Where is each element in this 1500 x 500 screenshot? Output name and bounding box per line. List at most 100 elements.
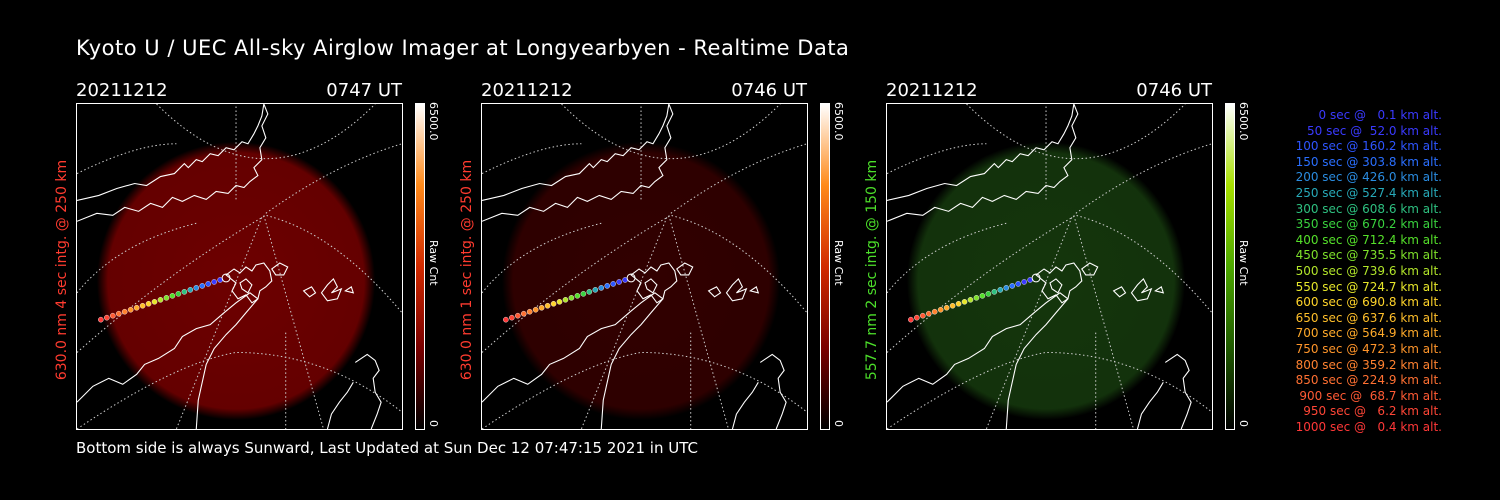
legend-item: 600 sec @ 690.8 km alt. [1295,295,1442,310]
legend-item: 200 sec @ 426.0 km alt. [1295,170,1442,185]
trajectory-point [98,316,104,323]
trajectory-point [592,287,599,293]
trajectory-point [925,310,932,317]
trajectory-point [580,291,587,297]
trajectory-point [550,300,557,307]
colorbar-max: 6500.0 [832,102,845,141]
coastline [630,262,678,304]
legend-item: 300 sec @ 608.6 km alt. [1295,201,1442,216]
legend-item: 700 sec @ 564.9 km alt. [1295,326,1442,341]
coastline [1164,353,1192,429]
legend-item: 350 sec @ 670.2 km alt. [1295,217,1442,232]
colorbar-max: 6500.0 [427,102,440,141]
trajectory-point [1003,285,1010,291]
trajectory-point [562,297,569,303]
trajectory-point [205,281,211,287]
coastline [1112,286,1127,298]
trajectory-point [914,314,920,321]
allsky-image [76,103,403,430]
trajectory-point [133,304,140,311]
trajectory-point [532,306,539,313]
coastline [344,286,355,294]
grid-line [668,215,729,429]
trajectory-point [1009,283,1016,289]
trajectory-point [979,293,986,299]
trajectory-point [514,312,521,319]
trajectory-point [199,283,206,289]
allsky-image [481,103,808,430]
trajectory-point [955,300,962,307]
grid-line [1075,143,1212,214]
panel-time: 0746 UT [731,80,807,101]
trajectory-point [187,287,194,293]
grid-line [265,143,402,214]
panel-ylabel: 630.0 nm 1 sec intg. @ 250 km [459,159,475,381]
trajectory-point [163,295,170,301]
trajectory-point [509,314,515,321]
legend-item: 800 sec @ 359.2 km alt. [1295,357,1442,372]
coastline [302,286,317,298]
trajectory-point [115,310,122,317]
legend-item: 850 sec @ 224.9 km alt. [1295,373,1442,388]
coastline [1081,262,1099,276]
grid-line [263,215,324,429]
trajectory-point [145,300,152,307]
coastline [1154,286,1165,294]
station-marker [626,273,636,283]
trajectory-point [574,293,581,299]
legend-item: 450 sec @ 735.5 km alt. [1295,248,1442,263]
trajectory-point [151,298,158,305]
colorbar-min: 0 [1237,420,1250,427]
colorbar-min: 0 [427,420,440,427]
legend-item: 100 sec @ 160.2 km alt. [1295,139,1442,154]
panel-time: 0747 UT [326,80,402,101]
trajectory-point [967,297,974,303]
station-marker [1031,273,1041,283]
footer-note: Bottom side is always Sunward, Last Upda… [76,439,698,457]
coastline [354,353,382,429]
panel-date: 20211212 [76,80,168,101]
coastline [731,382,759,429]
allsky-map [77,104,402,429]
colorbar-unit: Raw Cnt [427,240,440,286]
panel-date: 20211212 [886,80,978,101]
grid-line [1073,215,1134,429]
airglow-panel-630nm-4s: 20211212 0747 UT 630.0 nm 4 sec intg. @ … [54,80,440,430]
coastline [271,262,289,276]
coastline [707,286,722,298]
panel-date: 20211212 [481,80,573,101]
allsky-image [886,103,1213,430]
trajectory-point [169,293,176,299]
coastline [887,104,1079,222]
trajectory-point [544,302,551,309]
trajectory-point [104,314,110,321]
trajectory-point [943,304,950,311]
trajectory-legend: 0 sec @ 0.1 km alt. 50 sec @ 52.0 km alt.… [1262,108,1442,435]
colorbar [820,103,830,430]
colorbar-max: 6500.0 [1237,102,1250,141]
airglow-panel-630nm-1s: 20211212 0746 UT 630.0 nm 1 sec intg. @ … [459,80,845,430]
trajectory-point [175,291,182,297]
coastline [676,262,694,276]
coastline [326,382,354,429]
coastline [77,292,259,429]
trajectory-point [937,306,944,313]
grid-line [77,143,177,175]
legend-item: 0 sec @ 0.1 km alt. [1318,108,1443,122]
trajectory-point [139,302,146,309]
trajectory-point [991,289,998,295]
grid-line [887,351,1212,429]
grid-line [561,104,781,159]
trajectory-point [610,281,616,287]
trajectory-point [121,308,128,315]
colorbar-unit: Raw Cnt [832,240,845,286]
colorbar [1225,103,1235,430]
trajectory-point [211,279,217,285]
legend-item: 900 sec @ 68.7 km alt. [1299,388,1442,403]
grid-line [966,104,1186,159]
coastline [1130,278,1153,302]
trajectory-point [109,312,116,319]
legend-item: 400 sec @ 712.4 km alt. [1295,232,1442,247]
trajectory-point [538,304,545,311]
grid-line [482,143,582,175]
